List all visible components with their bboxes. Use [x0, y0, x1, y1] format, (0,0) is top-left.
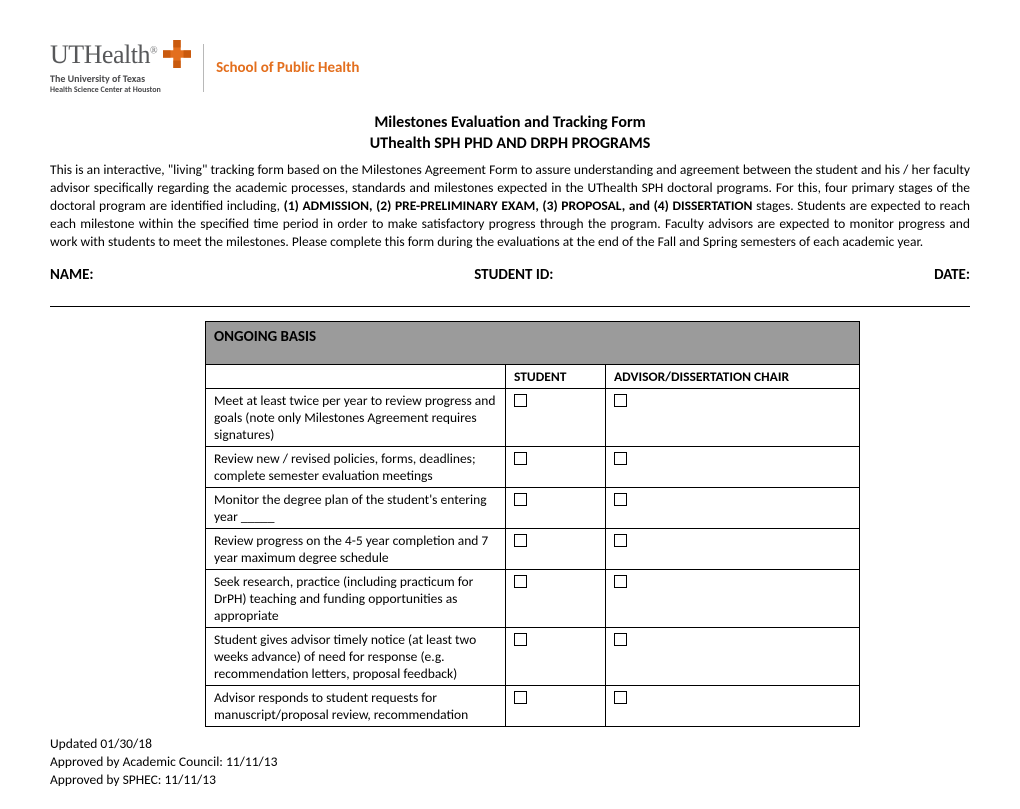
footer-updated: Updated 01/30/18 [50, 735, 970, 753]
advisor-checkbox-cell [606, 685, 860, 726]
logo-brand: UTHealth® [50, 40, 191, 70]
student-checkbox-cell [506, 388, 606, 446]
student-id-label: STUDENT ID: [474, 266, 553, 284]
advisor-checkbox-cell [606, 487, 860, 528]
checkbox-icon[interactable] [514, 534, 527, 547]
milestones-table: ONGOING BASIS STUDENT ADVISOR/DISSERTATI… [205, 321, 860, 727]
intro-bold: (1) ADMISSION, (2) PRE-PRELIMINARY EXAM,… [284, 197, 753, 214]
horizontal-rule [50, 306, 970, 307]
student-checkbox-cell [506, 487, 606, 528]
title-block: Milestones Evaluation and Tracking Form … [50, 113, 970, 155]
advisor-checkbox-cell [606, 627, 860, 685]
row-desc: Meet at least twice per year to review p… [206, 388, 506, 446]
footer-approved-council: Approved by Academic Council: 11/11/13 [50, 753, 970, 771]
col-header-blank [206, 364, 506, 388]
student-checkbox-cell [506, 569, 606, 627]
row-desc: Seek research, practice (including pract… [206, 569, 506, 627]
advisor-checkbox-cell [606, 528, 860, 569]
date-label: DATE: [934, 266, 970, 284]
checkbox-icon[interactable] [614, 493, 627, 506]
student-checkbox-cell [506, 627, 606, 685]
table-row: Meet at least twice per year to review p… [206, 388, 860, 446]
page-title-1: Milestones Evaluation and Tracking Form [50, 113, 970, 134]
section-header-row: ONGOING BASIS [206, 321, 860, 364]
checkbox-icon[interactable] [614, 534, 627, 547]
section-header-cell: ONGOING BASIS [206, 321, 860, 364]
logo-cross-icon [163, 40, 191, 68]
checkbox-icon[interactable] [614, 575, 627, 588]
logo-left: UTHealth® The University of Texas Health… [50, 40, 191, 95]
row-desc: Monitor the degree plan of the student's… [206, 487, 506, 528]
checkbox-icon[interactable] [514, 493, 527, 506]
checkbox-icon[interactable] [614, 394, 627, 407]
checkbox-icon[interactable] [614, 691, 627, 704]
advisor-checkbox-cell [606, 569, 860, 627]
table-row: Review new / revised policies, forms, de… [206, 446, 860, 487]
table-row: Student gives advisor timely notice (at … [206, 627, 860, 685]
student-checkbox-cell [506, 685, 606, 726]
logo-area: UTHealth® The University of Texas Health… [50, 40, 970, 95]
page-title-2: UThealth SPH PHD AND DRPH PROGRAMS [50, 134, 970, 155]
row-desc: Review new / revised policies, forms, de… [206, 446, 506, 487]
logo-divider [203, 44, 204, 92]
table-row: Seek research, practice (including pract… [206, 569, 860, 627]
checkbox-icon[interactable] [614, 633, 627, 646]
logo-subtitle-1: The University of Texas [50, 72, 191, 85]
student-checkbox-cell [506, 446, 606, 487]
row-desc: Advisor responds to student requests for… [206, 685, 506, 726]
logo-subtitle-2: Health Science Center at Houston [50, 85, 191, 95]
footer: Updated 01/30/18 Approved by Academic Co… [50, 735, 970, 790]
col-header-student: STUDENT [506, 364, 606, 388]
name-label: NAME: [50, 266, 94, 284]
column-header-row: STUDENT ADVISOR/DISSERTATION CHAIR [206, 364, 860, 388]
logo-wordmark: UTHealth® [50, 40, 157, 70]
checkbox-icon[interactable] [614, 452, 627, 465]
checkbox-icon[interactable] [514, 394, 527, 407]
footer-approved-sphec: Approved by SPHEC: 11/11/13 [50, 771, 970, 789]
advisor-checkbox-cell [606, 446, 860, 487]
checkbox-icon[interactable] [514, 575, 527, 588]
table-row: Review progress on the 4-5 year completi… [206, 528, 860, 569]
table-row: Monitor the degree plan of the student's… [206, 487, 860, 528]
logo-school-name: School of Public Health [216, 59, 359, 77]
field-row: NAME: STUDENT ID: DATE: [50, 266, 970, 294]
student-checkbox-cell [506, 528, 606, 569]
row-desc: Student gives advisor timely notice (at … [206, 627, 506, 685]
intro-paragraph: This is an interactive, "living" trackin… [50, 161, 970, 252]
checkbox-icon[interactable] [514, 633, 527, 646]
table-row: Advisor responds to student requests for… [206, 685, 860, 726]
col-header-advisor: ADVISOR/DISSERTATION CHAIR [606, 364, 860, 388]
advisor-checkbox-cell [606, 388, 860, 446]
checkbox-icon[interactable] [514, 691, 527, 704]
milestones-table-wrap: ONGOING BASIS STUDENT ADVISOR/DISSERTATI… [205, 321, 860, 727]
checkbox-icon[interactable] [514, 452, 527, 465]
row-desc: Review progress on the 4-5 year completi… [206, 528, 506, 569]
